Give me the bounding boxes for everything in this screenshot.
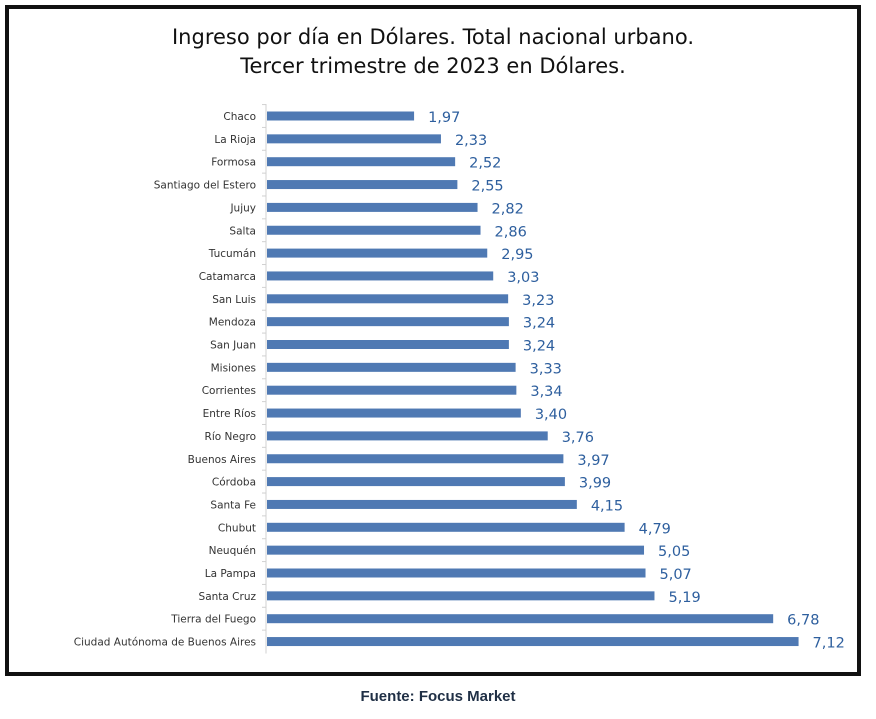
bar — [267, 591, 655, 601]
value-label: 3,76 — [562, 430, 594, 446]
bar — [267, 134, 441, 144]
category-label: Santiago del Estero — [154, 180, 256, 192]
category-label: Salta — [229, 225, 256, 237]
category-label: Santa Cruz — [199, 591, 257, 603]
category-label: Tucumán — [208, 248, 256, 260]
bar — [267, 408, 521, 418]
chart-subtitle: Tercer trimestre de 2023 en Dólares. — [240, 54, 626, 78]
chart-title-block: Ingreso por día en Dólares. Total nacion… — [9, 23, 857, 81]
value-label: 2,52 — [469, 156, 501, 172]
value-label: 2,55 — [471, 179, 503, 195]
value-label: 3,03 — [507, 270, 539, 286]
category-label: Entre Ríos — [203, 408, 256, 420]
value-label: 3,23 — [522, 293, 554, 309]
value-label: 2,82 — [492, 201, 524, 217]
category-label: Chubut — [218, 522, 256, 534]
value-label: 3,33 — [530, 361, 562, 377]
value-label: 5,05 — [658, 544, 690, 560]
bar — [267, 317, 509, 327]
category-label: San Juan — [210, 340, 256, 352]
category-label: Misiones — [211, 362, 256, 374]
category-label: Chaco — [223, 111, 256, 123]
bar — [267, 385, 517, 395]
chart-title: Ingreso por día en Dólares. Total nacion… — [171, 25, 695, 49]
category-label: Catamarca — [199, 271, 256, 283]
bar — [267, 157, 456, 167]
value-label: 3,97 — [577, 453, 609, 469]
bar — [267, 362, 516, 372]
value-label: 7,12 — [813, 636, 845, 652]
category-label: Tierra del Fuego — [170, 614, 256, 626]
value-label: 3,24 — [523, 316, 555, 332]
category-label: Corrientes — [202, 385, 256, 397]
value-label: 6,78 — [787, 613, 819, 629]
source-note: Fuente: Focus Market — [360, 688, 516, 705]
bar — [267, 454, 564, 464]
bar — [267, 180, 458, 190]
value-label: 3,24 — [523, 339, 555, 355]
bar — [267, 431, 548, 441]
bar — [267, 568, 646, 578]
bar — [267, 499, 577, 509]
bar — [267, 545, 645, 555]
value-label: 5,07 — [660, 567, 692, 583]
bar — [267, 294, 509, 304]
category-label: Mendoza — [209, 317, 256, 329]
category-label: Córdoba — [212, 477, 256, 489]
value-label: 4,79 — [639, 521, 671, 537]
value-label: 4,15 — [591, 498, 623, 514]
category-label: San Luis — [212, 294, 256, 306]
value-label: 2,33 — [455, 133, 487, 149]
category-label: Río Negro — [205, 431, 256, 443]
value-label: 2,86 — [495, 224, 527, 240]
bar-chart: Chaco 1,97 La Rioja 2,33 Formosa 2,52 Santiago… — [74, 104, 845, 654]
value-label: 3,40 — [535, 407, 567, 423]
bar — [267, 248, 488, 258]
bar — [267, 340, 509, 349]
bar — [267, 637, 799, 647]
bar — [267, 225, 481, 235]
value-label: 3,34 — [530, 384, 562, 400]
category-label: La Pampa — [205, 568, 256, 580]
value-label: 1,97 — [428, 110, 460, 126]
value-label: 5,19 — [668, 590, 700, 606]
bar — [267, 522, 625, 532]
value-label: 3,99 — [579, 476, 611, 492]
value-label: 2,95 — [501, 247, 533, 263]
bar — [267, 614, 774, 624]
category-label: Buenos Aires — [188, 454, 256, 466]
category-label: Formosa — [211, 157, 256, 169]
category-label: Neuquén — [209, 545, 256, 557]
category-label: La Rioja — [214, 134, 256, 146]
bar — [267, 111, 415, 121]
category-label: Jujuy — [229, 202, 256, 214]
bar — [267, 202, 478, 212]
category-label: Santa Fe — [210, 499, 256, 511]
category-label: Ciudad Autónoma de Buenos Aires — [74, 637, 256, 649]
bar — [267, 477, 565, 487]
bar — [267, 271, 494, 281]
